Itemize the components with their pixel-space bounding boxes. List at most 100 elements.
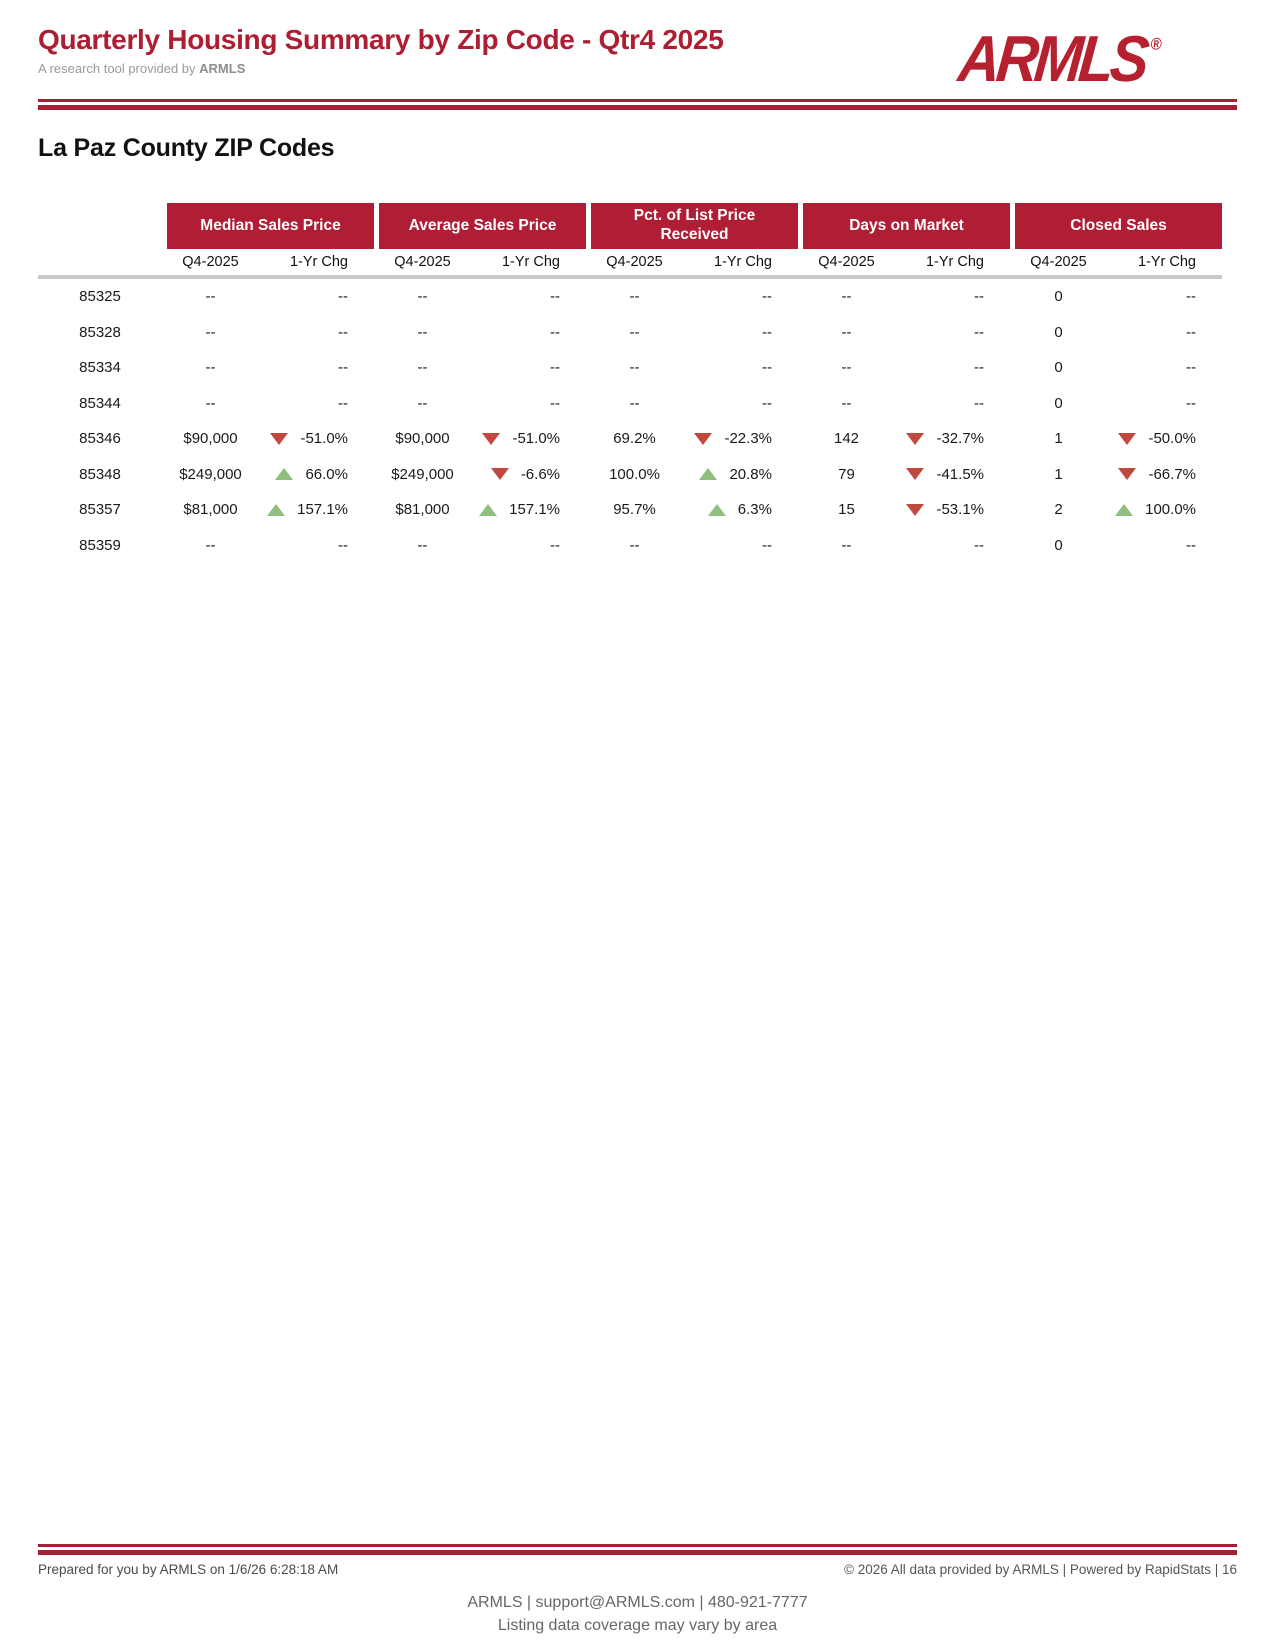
header-divider-thick-line [38, 104, 1237, 110]
q4-value-cell: -- [205, 359, 216, 377]
yr-chg-cell: -- [471, 314, 586, 350]
yr-chg-cell: -- [259, 279, 374, 315]
q4-value-cell: -- [417, 288, 428, 306]
yr-chg-cell: -- [683, 350, 798, 386]
yr-chg-cell: -51.0% [259, 421, 374, 457]
yr-chg-value: -51.0% [300, 430, 348, 448]
zip-code-cell: 85344 [79, 394, 121, 412]
yr-chg-cell: 66.0% [259, 456, 374, 492]
q4-value-cell: -- [629, 359, 640, 377]
yr-chg-cell: -51.0% [471, 421, 586, 457]
yr-chg-cell: 6.3% [683, 492, 798, 528]
yr-chg-cell: -- [683, 314, 798, 350]
yr-chg-value: -- [338, 288, 348, 306]
zip-summary-table: Median Sales Price Average Sales Price Pct… [38, 202, 1222, 563]
subtitle-prefix: A research tool provided by [38, 61, 200, 76]
yr-chg-value: 6.3% [737, 501, 772, 519]
yr-chg-cell: -- [1107, 527, 1222, 563]
q4-value-cell: 0 [1054, 288, 1063, 306]
yr-chg-value: -- [762, 394, 772, 412]
yr-chg-value: -- [1186, 288, 1196, 306]
q4-value-cell: -- [629, 394, 640, 412]
trend-down-icon [906, 432, 925, 445]
yr-chg-value: -- [974, 288, 984, 306]
yr-chg-cell: -22.3% [683, 421, 798, 457]
section-title: La Paz County ZIP Codes [38, 133, 335, 162]
report-title: Quarterly Housing Summary by Zip Code - … [38, 24, 724, 55]
subheader-change-label: 1-Yr Chg [259, 249, 374, 279]
q4-value-cell: -- [629, 288, 640, 306]
yr-chg-cell: -- [895, 527, 1010, 563]
subheader-zip-spacer [38, 249, 162, 279]
subheader-period-label: Q4-2025 [798, 249, 895, 279]
yr-chg-cell: -- [683, 385, 798, 421]
subheader-period-label: Q4-2025 [586, 249, 683, 279]
yr-chg-value: -66.7% [1148, 465, 1196, 483]
trend-up-icon [479, 503, 498, 516]
q4-value-cell: 79 [838, 465, 855, 483]
q4-value-cell: 0 [1054, 323, 1063, 341]
q4-value-cell: -- [417, 359, 428, 377]
q4-value-cell: -- [841, 288, 852, 306]
yr-chg-value: -- [1186, 359, 1196, 377]
trend-down-icon [1118, 432, 1137, 445]
footer-divider-thin-line [38, 1544, 1237, 1547]
subheader-change-label: 1-Yr Chg [471, 249, 586, 279]
zip-code-cell: 85357 [79, 501, 121, 519]
yr-chg-value: -- [338, 323, 348, 341]
trend-up-icon [1115, 503, 1134, 516]
subheader-period-label: Q4-2025 [1010, 249, 1107, 279]
yr-chg-value: -- [550, 323, 560, 341]
column-group-days-on-market: Days on Market [803, 202, 1010, 249]
q4-value-cell: 0 [1054, 536, 1063, 554]
yr-chg-value: -- [338, 394, 348, 412]
trend-up-icon [707, 503, 726, 516]
column-group-closed-sales: Closed Sales [1015, 202, 1222, 249]
zip-code-cell: 85325 [79, 288, 121, 306]
q4-value-cell: 142 [833, 430, 860, 448]
yr-chg-cell: -53.1% [895, 492, 1010, 528]
trend-down-icon [694, 432, 713, 445]
copyright-page-number-text: © 2026 All data provided by ARMLS | Powe… [844, 1562, 1237, 1577]
q4-value-cell: -- [205, 536, 216, 554]
subheader-change-label: 1-Yr Chg [895, 249, 1010, 279]
report-header: Quarterly Housing Summary by Zip Code - … [38, 0, 1237, 96]
trend-down-icon [270, 432, 289, 445]
q4-value-cell: 100.0% [609, 465, 660, 483]
yr-chg-value: 157.1% [509, 501, 560, 519]
yr-chg-cell: -41.5% [895, 456, 1010, 492]
yr-chg-cell: -50.0% [1107, 421, 1222, 457]
column-group-average-sales-price: Average Sales Price [379, 202, 586, 249]
q4-value-cell: 2 [1054, 501, 1063, 519]
q4-value-cell: -- [841, 394, 852, 412]
yr-chg-cell: 157.1% [259, 492, 374, 528]
registered-trademark-icon: ® [1149, 34, 1163, 54]
yr-chg-value: -6.6% [520, 465, 560, 483]
yr-chg-value: -- [550, 288, 560, 306]
yr-chg-value: -53.1% [936, 501, 984, 519]
q4-value-cell: -- [841, 536, 852, 554]
zip-code-cell: 85328 [79, 323, 121, 341]
header-divider-thin-line [38, 98, 1237, 102]
yr-chg-value: -51.0% [512, 430, 560, 448]
zip-code-cell: 85334 [79, 359, 121, 377]
yr-chg-value: -32.7% [936, 430, 984, 448]
yr-chg-value: -- [550, 394, 560, 412]
yr-chg-value: -- [974, 323, 984, 341]
yr-chg-value: -- [974, 536, 984, 554]
yr-chg-value: -- [1186, 536, 1196, 554]
yr-chg-value: -41.5% [936, 465, 984, 483]
yr-chg-cell: -- [683, 527, 798, 563]
subheader-change-label: 1-Yr Chg [1107, 249, 1222, 279]
q4-value-cell: $249,000 [179, 465, 242, 483]
yr-chg-value: -- [974, 359, 984, 377]
q4-value-cell: -- [841, 359, 852, 377]
yr-chg-cell: -- [1107, 350, 1222, 386]
q4-value-cell: -- [629, 323, 640, 341]
trend-down-icon [906, 503, 925, 516]
yr-chg-value: -- [762, 288, 772, 306]
armls-logo-text: ARMLS [955, 22, 1149, 96]
subheader-period-label: Q4-2025 [162, 249, 259, 279]
trend-up-icon [699, 468, 718, 481]
